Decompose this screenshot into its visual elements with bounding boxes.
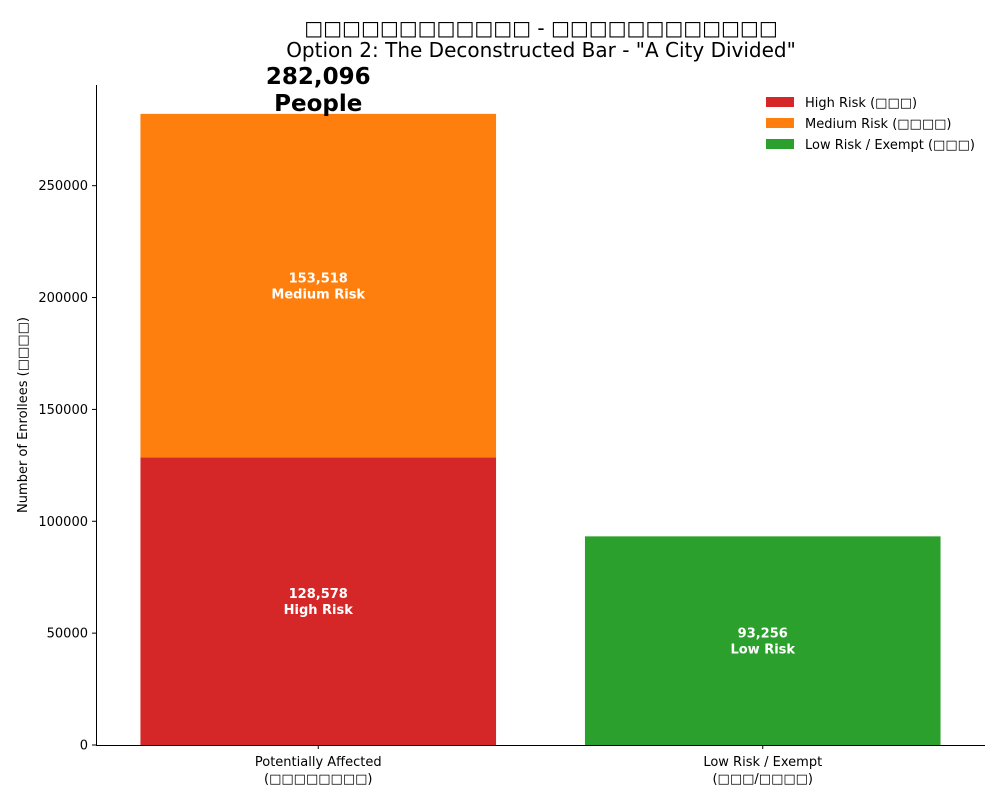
y-tick-label: 0 xyxy=(80,739,88,754)
x-tick-label: Low Risk / Exempt xyxy=(703,755,822,770)
y-tick-label: 100000 xyxy=(38,515,88,530)
chart-title: □□□□□□□□□□□□ - □□□□□□□□□□□□ xyxy=(304,16,777,40)
x-tick-label-secondary: (□□□□□□□□) xyxy=(264,772,372,787)
x-tick-label: Potentially Affected xyxy=(255,755,382,770)
total-annotation: 282,096 People xyxy=(266,64,371,117)
bar-segment xyxy=(584,536,941,745)
y-axis-ticks: 0 50000 100000 150000 200000 250000 xyxy=(38,179,96,754)
legend-label: Low Risk / Exempt (□□□) xyxy=(805,138,975,153)
bar-risk-label: High Risk xyxy=(284,603,354,618)
y-tick-label: 250000 xyxy=(38,179,88,194)
x-tick-label-secondary: (□□□/□□□□) xyxy=(712,772,813,787)
bar-risk-label: Medium Risk xyxy=(271,288,365,303)
legend: High Risk (□□□) Medium Risk (□□□□) Low Ris… xyxy=(766,96,975,153)
chart-subtitle: Option 2: The Deconstructed Bar - "A Cit… xyxy=(286,38,796,62)
legend-label: High Risk (□□□) xyxy=(805,96,917,111)
y-tick-label: 150000 xyxy=(38,403,88,418)
x-axis-ticks: Potentially Affected (□□□□□□□□) Low Risk /… xyxy=(255,745,822,787)
bar-segment xyxy=(140,113,497,458)
total-unit: People xyxy=(274,91,362,117)
legend-swatch xyxy=(766,118,794,128)
y-tick-label: 200000 xyxy=(38,291,88,306)
bar-value-label: 128,578 xyxy=(289,587,348,602)
total-value: 282,096 xyxy=(266,64,371,90)
y-tick-label: 50000 xyxy=(47,627,88,642)
bar-segment xyxy=(140,457,497,745)
bar-value-label: 153,518 xyxy=(289,272,348,287)
legend-label: Medium Risk (□□□□) xyxy=(805,117,951,132)
bar-value-label: 93,256 xyxy=(738,627,788,642)
legend-swatch xyxy=(766,139,794,149)
y-axis-label: Number of Enrollees (□□□□) xyxy=(16,317,31,513)
legend-swatch xyxy=(766,97,794,107)
bar-risk-label: Low Risk xyxy=(730,643,795,658)
